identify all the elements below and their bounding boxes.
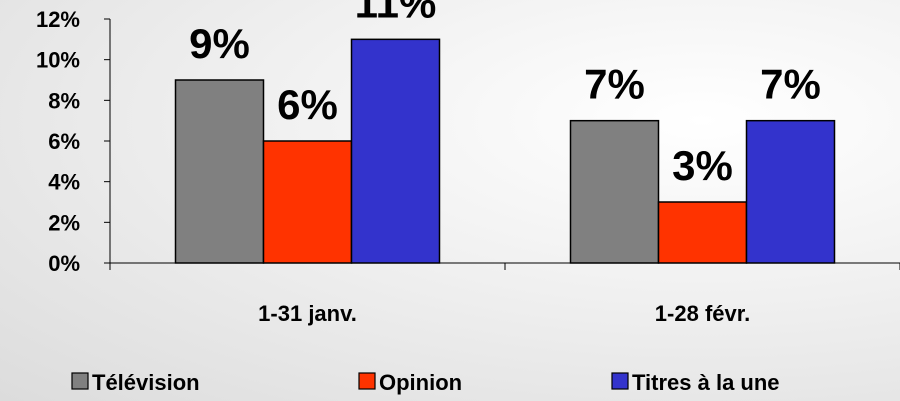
bar [174,79,265,264]
data-label: 3% [672,142,733,189]
legend-swatch [611,372,629,390]
bar [350,38,441,264]
legend-swatch [358,372,376,390]
legend: Télévision Opinion Titres à la une [71,370,780,395]
legend-label: Télévision [92,370,200,395]
data-label: 6% [277,81,338,128]
legend-label: Opinion [379,370,462,395]
y-tick-label: 4% [48,170,80,195]
legend-label: Titres à la une [632,370,780,395]
y-tick-label: 6% [48,129,80,154]
bar [262,140,353,264]
plot-area: 0% 2% 4% 6% 8% 10% 12% 9% 6% 11% 1-31 janv. 7% 3% 7% 1… [36,0,900,326]
bar [569,119,660,264]
y-tick-label: 8% [48,88,80,113]
x-category-label: 1-31 janv. [258,301,357,326]
y-tick-label: 2% [48,210,80,235]
data-label: 7% [760,61,821,108]
data-label: 7% [584,61,645,108]
x-category-label: 1-28 févr. [655,301,750,326]
bar [657,201,748,264]
data-label: 11% [355,0,437,26]
data-label: 9% [189,20,250,67]
y-tick-label: 0% [48,251,80,276]
legend-swatch [71,372,89,390]
bar [745,119,836,264]
y-tick-label: 10% [36,48,80,73]
y-tick-label: 12% [36,7,80,32]
